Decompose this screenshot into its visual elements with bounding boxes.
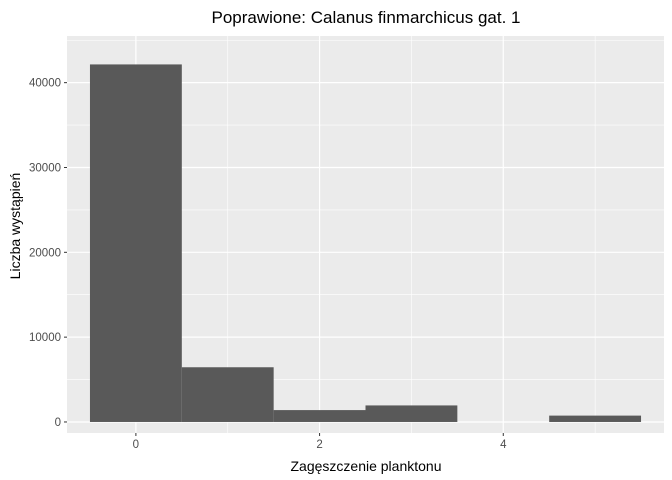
histogram-bars: [89, 64, 642, 422]
x-tick-label: 4: [500, 439, 507, 451]
x-tick-label: 2: [316, 439, 322, 451]
y-tick-label: 40000: [29, 78, 61, 90]
chart-title: Poprawione: Calanus finmarchicus gat. 1: [212, 8, 521, 27]
y-axis: 0 10000 20000 30000 40000: [29, 78, 67, 429]
histogram-bar: [549, 415, 642, 422]
x-axis: 0 2 4: [133, 433, 507, 451]
y-tick-label: 20000: [29, 247, 61, 259]
x-axis-title: Zagęszczenie planktonu: [291, 458, 442, 474]
y-tick-label: 10000: [29, 332, 61, 344]
x-tick-label: 0: [133, 439, 139, 451]
histogram-bar: [273, 410, 366, 422]
y-tick-label: 30000: [29, 162, 61, 174]
histogram-bar: [89, 64, 182, 422]
histogram-bar: [181, 367, 274, 422]
y-axis-title: Liczba wystąpień: [7, 173, 23, 280]
histogram-bar: [365, 405, 458, 422]
y-tick-label: 0: [55, 417, 61, 429]
